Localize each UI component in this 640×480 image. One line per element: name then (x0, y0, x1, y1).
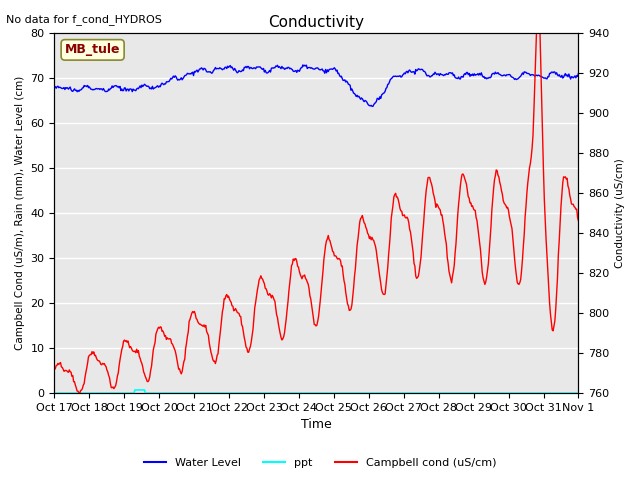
Y-axis label: Campbell Cond (uS/m), Rain (mm), Water Level (cm): Campbell Cond (uS/m), Rain (mm), Water L… (15, 76, 25, 350)
X-axis label: Time: Time (301, 419, 332, 432)
Text: No data for f_cond_HYDROS: No data for f_cond_HYDROS (6, 14, 163, 25)
Legend: Water Level, ppt, Campbell cond (uS/cm): Water Level, ppt, Campbell cond (uS/cm) (140, 453, 500, 472)
Y-axis label: Conductivity (uS/cm): Conductivity (uS/cm) (615, 158, 625, 268)
Text: MB_tule: MB_tule (65, 43, 120, 56)
Title: Conductivity: Conductivity (268, 15, 364, 30)
